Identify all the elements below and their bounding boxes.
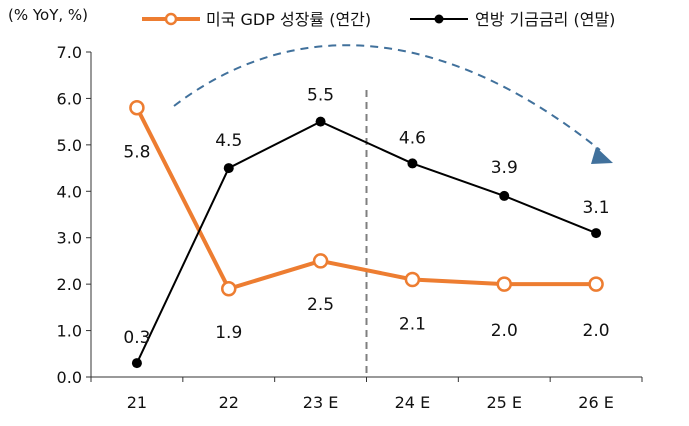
- legend: 미국 GDP 성장률 (연간) 연방 기금금리 (연말): [142, 10, 615, 29]
- fed-rate-point: [315, 116, 326, 127]
- trend-arrow-curve: [173, 44, 601, 151]
- y-tick-label: 6.0: [57, 89, 82, 108]
- fed-rate-point: [407, 158, 418, 169]
- unit-label: (% YoY, %): [8, 6, 88, 24]
- legend-gdp-label: 미국 GDP 성장률 (연간): [206, 10, 371, 29]
- fed-rate-point: [499, 190, 510, 201]
- y-tick-label: 1.0: [57, 322, 82, 341]
- gdp-point: [129, 99, 145, 116]
- fed-rate-point: [131, 358, 142, 369]
- x-tick-label: 21: [127, 393, 147, 412]
- y-tick-label: 0.0: [57, 368, 82, 387]
- fed-rate-data-label: 3.1: [583, 198, 610, 218]
- legend-fed-rate-marker: [434, 14, 444, 24]
- fed-rate-point: [591, 228, 602, 239]
- gdp-point: [496, 276, 512, 292]
- fed-rate-data-label: 5.5: [307, 86, 334, 106]
- fed-rate-data-label: 4.6: [399, 128, 426, 148]
- annotation-layer: [173, 44, 613, 377]
- fed-rate-data-label: 4.5: [215, 131, 242, 151]
- x-tick-label: 24 E: [395, 393, 431, 412]
- axes-layer: (% YoY, %) 0.0 1.0 2.0 3.0 4.0 5.0 6.0 7.0 21 22 23…: [8, 6, 643, 412]
- series-layer: [129, 99, 604, 369]
- gdp-point: [588, 276, 604, 292]
- gdp-point: [312, 253, 329, 269]
- legend-gdp-marker: [164, 12, 178, 26]
- gdp-data-label: 5.8: [123, 143, 150, 163]
- x-tick-label: 22: [219, 393, 239, 412]
- fed-rate-data-label: 0.3: [123, 328, 150, 348]
- x-tick-label: 23 E: [303, 393, 339, 412]
- y-tick-label: 3.0: [57, 229, 82, 248]
- y-tick-label: 4.0: [57, 182, 82, 201]
- legend-fed-rate-label: 연방 기금금리 (연말): [475, 10, 615, 29]
- gdp-data-label: 1.9: [215, 323, 242, 343]
- fed-rate-data-label: 3.9: [491, 158, 518, 178]
- gdp-data-label: 2.0: [583, 321, 610, 341]
- data-label-layer: 5.8 1.9 2.5 2.1 2.0 2.0 0.3 4.5 5.5 4.6 3.9 3.1: [123, 86, 609, 348]
- fed-rate-point: [223, 163, 234, 174]
- gdp-data-label: 2.5: [307, 295, 334, 315]
- gdp-point: [221, 281, 237, 297]
- x-tick-label: 25 E: [486, 393, 522, 412]
- y-tick-label: 7.0: [57, 43, 82, 62]
- gdp-point: [404, 271, 421, 288]
- series-line-gdp: [135, 106, 597, 291]
- x-tick-label: 26 E: [578, 393, 614, 412]
- trend-arrow-head: [591, 147, 613, 164]
- y-tick-label: 5.0: [57, 136, 82, 155]
- gdp-data-label: 2.0: [491, 321, 518, 341]
- gdp-data-label: 2.1: [399, 315, 426, 335]
- series-line-fed-rate: [136, 120, 597, 364]
- y-tick-label: 2.0: [57, 275, 82, 294]
